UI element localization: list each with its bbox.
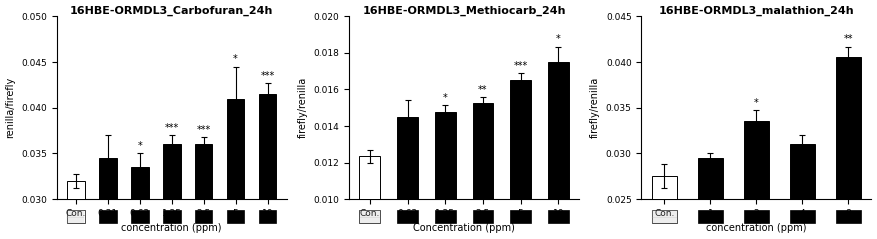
Bar [744, 210, 769, 223]
X-axis label: Concentration (ppm): Concentration (ppm) [413, 223, 515, 234]
Text: ***: *** [165, 123, 179, 133]
Text: **: ** [478, 85, 488, 95]
Bar [227, 99, 245, 199]
Bar [698, 210, 723, 223]
Bar [68, 181, 85, 199]
Bar [473, 210, 493, 223]
Bar [397, 117, 418, 199]
Bar [836, 210, 861, 223]
Title: 16HBE-ORMDL3_Carbofuran_24h: 16HBE-ORMDL3_Carbofuran_24h [70, 5, 274, 16]
Text: *: * [233, 54, 238, 65]
Text: **: ** [844, 34, 853, 44]
Bar [360, 156, 381, 199]
Bar [548, 62, 568, 199]
Bar [652, 210, 677, 223]
Bar [131, 210, 148, 223]
Title: 16HBE-ORMDL3_Methiocarb_24h: 16HBE-ORMDL3_Methiocarb_24h [362, 5, 566, 16]
Bar [789, 210, 815, 223]
Bar [510, 80, 531, 199]
Text: ***: *** [260, 71, 275, 81]
Text: *: * [138, 141, 142, 151]
Bar [99, 210, 117, 223]
Bar [836, 57, 861, 199]
Text: *: * [443, 93, 447, 103]
Text: *: * [556, 34, 560, 44]
Bar [259, 210, 276, 223]
Text: *: * [754, 98, 759, 108]
Y-axis label: renilla/firefly: renilla/firefly [5, 77, 16, 138]
Y-axis label: firefly/renilla: firefly/renilla [590, 77, 600, 138]
Bar [698, 158, 723, 199]
X-axis label: concentration (ppm): concentration (ppm) [122, 223, 222, 234]
Bar [397, 210, 418, 223]
Bar [510, 210, 531, 223]
Text: ***: *** [513, 61, 528, 71]
Bar [227, 210, 245, 223]
Bar [68, 210, 85, 223]
Bar [548, 210, 568, 223]
Bar [163, 144, 181, 199]
X-axis label: concentration (ppm): concentration (ppm) [706, 223, 807, 234]
Bar [195, 210, 212, 223]
Bar [163, 210, 181, 223]
Bar [789, 144, 815, 199]
Title: 16HBE-ORMDL3_malathion_24h: 16HBE-ORMDL3_malathion_24h [659, 5, 854, 16]
Bar [360, 210, 381, 223]
Bar [259, 94, 276, 199]
Y-axis label: firefly/renilla: firefly/renilla [298, 77, 308, 138]
Bar [435, 210, 455, 223]
Bar [652, 176, 677, 199]
Bar [131, 167, 148, 199]
Bar [195, 144, 212, 199]
Bar [744, 121, 769, 199]
Text: ***: *** [196, 125, 210, 135]
Bar [435, 112, 455, 199]
Bar [99, 158, 117, 199]
Bar [473, 103, 493, 199]
